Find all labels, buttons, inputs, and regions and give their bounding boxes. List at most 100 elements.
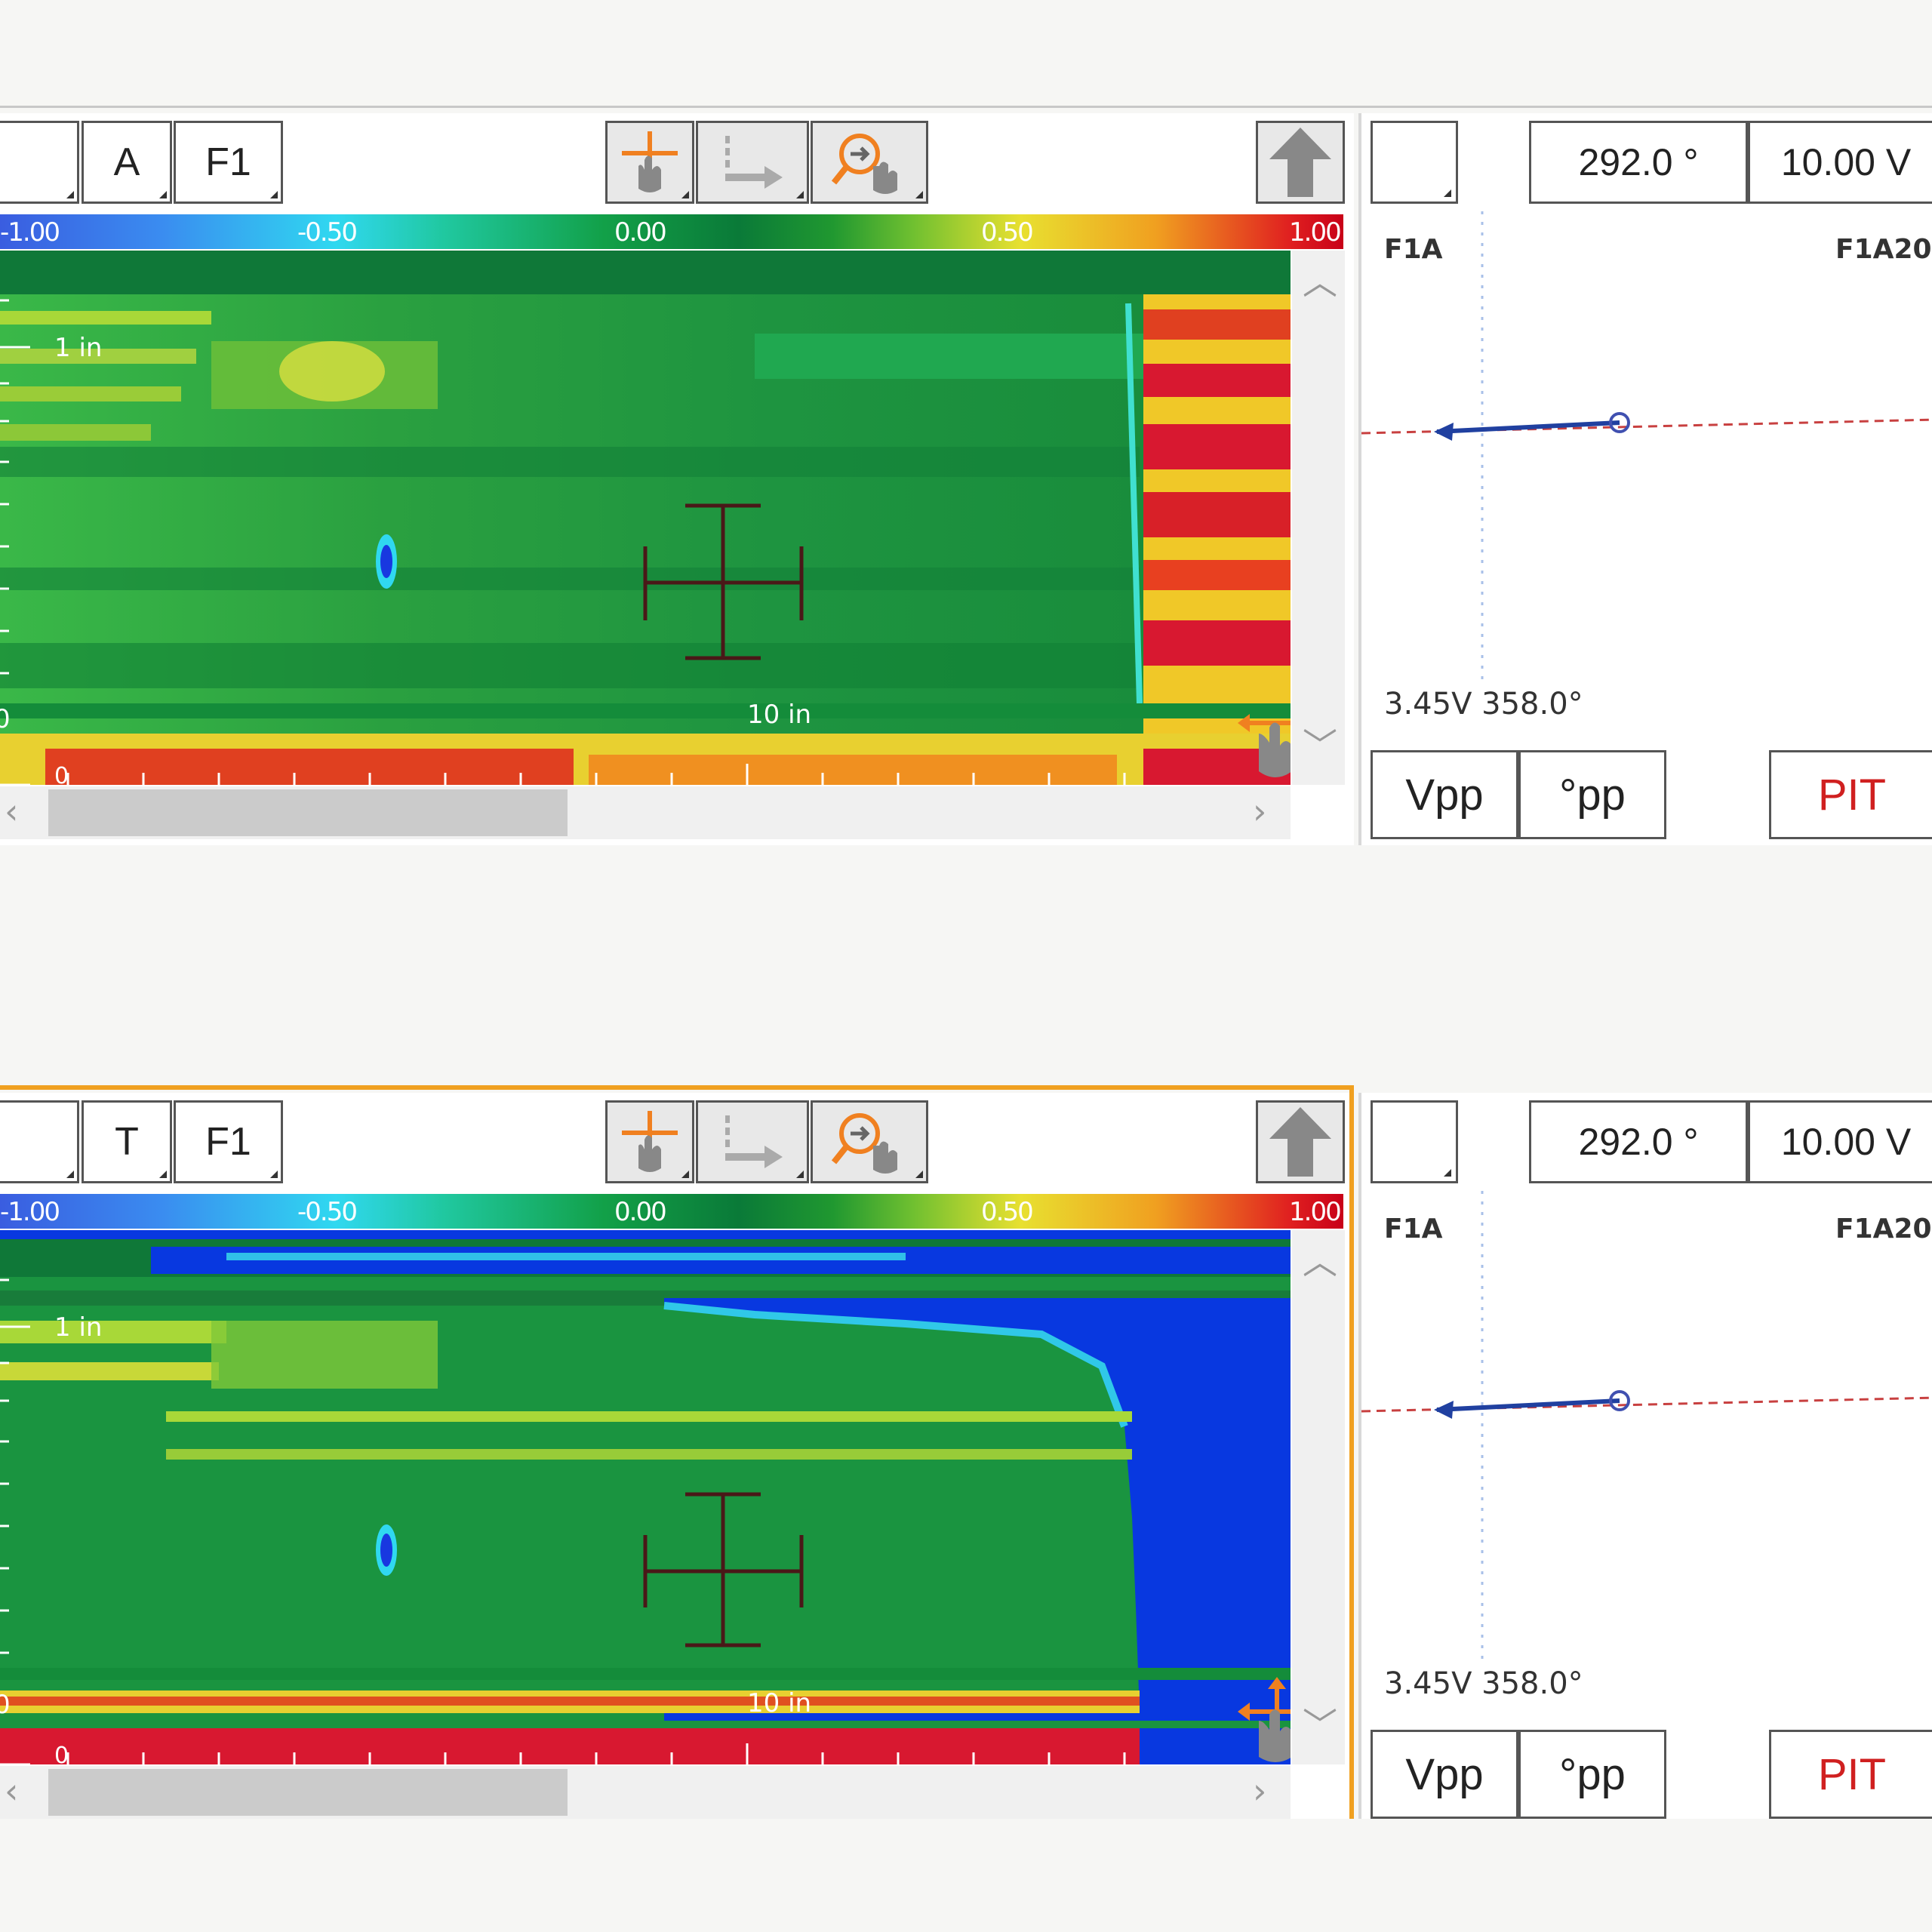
chevron-up-icon[interactable]: ︿ [1303, 262, 1337, 303]
frequency-label: F1 [205, 140, 251, 184]
measurement-readout: 3.45V 358.0° [1384, 1666, 1583, 1701]
chevron-down-icon[interactable]: ﹀ [1303, 725, 1337, 766]
rotation-label: 292.0 ° [1578, 141, 1699, 183]
span-dropdown[interactable]: 10.00 V [1748, 121, 1932, 204]
resize-cursor-icon[interactable] [1238, 1677, 1291, 1762]
lissajous-view: 292.0 ° 10.00 V F1A F1A20 3.45V 358.0° V… [1358, 1093, 1932, 1819]
zoom-tool-button[interactable] [811, 121, 928, 204]
color-scale-bar: -1.00 -0.50 0.00 0.50 1.00 [0, 214, 1343, 249]
channel-label: F1A [1384, 1214, 1443, 1244]
cscan-plot[interactable]: 1 in 10 in 0 0 [0, 251, 1291, 785]
axis-length-label: 10 in [747, 700, 811, 730]
chevron-down-icon[interactable]: ﹀ [1303, 1705, 1337, 1746]
vpp-button[interactable]: Vpp [1371, 750, 1518, 839]
axis-arrow-icon [725, 1115, 783, 1168]
channel-mode-dropdown[interactable]: A [82, 121, 172, 204]
frequency-dropdown[interactable]: F1 [174, 121, 283, 204]
lissajous-image [1361, 211, 1932, 679]
pan-cursor-icon [622, 1111, 678, 1172]
channel-mode-dropdown[interactable]: T [82, 1100, 172, 1183]
frequency-dropdown[interactable]: F1 [174, 1100, 283, 1183]
cscan-view: A F1 -1.00 -0 [0, 113, 1354, 845]
up-arrow-icon [1269, 1107, 1331, 1177]
horizontal-scrollbar[interactable]: ‹ › [0, 786, 1291, 839]
scale-tick: -0.50 [297, 217, 358, 248]
depth-label: 1 in [54, 333, 102, 363]
scale-tick: 0.00 [614, 217, 667, 248]
channel-mode-label: A [113, 140, 140, 184]
axis-arrow-icon [725, 136, 783, 189]
channel-label: F1A [1384, 234, 1443, 265]
axis-tool-button[interactable] [696, 121, 809, 204]
scale-tick: -1.00 [0, 1197, 60, 1227]
channel-mode-label: T [115, 1120, 139, 1164]
span-label: 10.00 V [1780, 1121, 1912, 1163]
column-tick-label: 0 [54, 1743, 69, 1764]
panel-top: A F1 -1.00 -0 [0, 106, 1932, 845]
pit-button[interactable]: PIT [1769, 750, 1932, 839]
cscan-view: T F1 -1.00 -0 [0, 1093, 1354, 1819]
frequency-label: F1 [205, 1120, 251, 1164]
channel-alt-label: F1A20 [1835, 234, 1932, 265]
cscan-image: 1 in 10 in 0 0 [0, 1230, 1291, 1764]
blank-dropdown[interactable] [0, 121, 79, 204]
span-dropdown[interactable]: 10.00 V [1748, 1100, 1932, 1183]
up-button[interactable] [1256, 1100, 1345, 1183]
zoom-cursor-icon [831, 134, 897, 194]
chevron-left-icon[interactable]: ‹ [5, 791, 19, 832]
selected-panel-border [1349, 1085, 1354, 1819]
scale-tick: -1.00 [0, 217, 60, 248]
up-button[interactable] [1256, 121, 1345, 204]
chevron-left-icon[interactable]: ‹ [5, 1770, 19, 1811]
rotation-dropdown[interactable]: 292.0 ° [1529, 121, 1748, 204]
vertical-scrollbar[interactable]: ︿ ﹀ [1292, 251, 1345, 785]
lissajous-plot[interactable] [1361, 211, 1932, 740]
up-arrow-icon [1269, 128, 1331, 197]
chevron-up-icon[interactable]: ︿ [1303, 1241, 1337, 1282]
zoom-tool-button[interactable] [811, 1100, 928, 1183]
axis-tool-button[interactable] [696, 1100, 809, 1183]
lissajous-view: 292.0 ° 10.00 V F1A F1A20 3.45V 358.0° V… [1358, 113, 1932, 845]
phase-pp-label: °pp [1559, 770, 1626, 820]
pan-tool-button[interactable] [605, 1100, 694, 1183]
scale-tick: 0.50 [981, 1197, 1034, 1227]
rotation-label: 292.0 ° [1578, 1121, 1699, 1163]
channel-alt-label: F1A20 [1835, 1214, 1932, 1244]
horizontal-scrollbar[interactable]: ‹ › [0, 1766, 1291, 1819]
pan-tool-button[interactable] [605, 121, 694, 204]
chevron-right-icon[interactable]: › [1253, 791, 1267, 832]
scale-tick: 1.00 [1289, 217, 1342, 248]
pit-button[interactable]: PIT [1769, 1730, 1932, 1819]
scale-tick: 0.50 [981, 217, 1034, 248]
scale-tick: 1.00 [1289, 1197, 1342, 1227]
cscan-image: 1 in 10 in 0 0 [0, 251, 1291, 785]
chevron-right-icon[interactable]: › [1253, 1770, 1267, 1811]
blank-dropdown[interactable] [1371, 121, 1458, 204]
resize-cursor-icon[interactable] [1238, 714, 1291, 777]
phase-pp-button[interactable]: °pp [1518, 750, 1666, 839]
vpp-button[interactable]: Vpp [1371, 1730, 1518, 1819]
pan-cursor-icon [622, 131, 678, 192]
vpp-label: Vpp [1405, 770, 1484, 820]
span-label: 10.00 V [1780, 141, 1912, 183]
vertical-scrollbar[interactable]: ︿ ﹀ [1292, 1230, 1345, 1764]
zoom-cursor-icon [831, 1113, 897, 1174]
lissajous-plot[interactable] [1361, 1191, 1932, 1719]
rotation-dropdown[interactable]: 292.0 ° [1529, 1100, 1748, 1183]
column-tick-label: 0 [54, 763, 69, 785]
blank-dropdown[interactable] [0, 1100, 79, 1183]
phase-pp-button[interactable]: °pp [1518, 1730, 1666, 1819]
vpp-label: Vpp [1405, 1749, 1484, 1799]
scroll-thumb[interactable] [48, 1769, 568, 1816]
axis-length-label: 10 in [747, 1688, 811, 1718]
blank-dropdown[interactable] [1371, 1100, 1458, 1183]
scale-tick: -0.50 [297, 1197, 358, 1227]
pit-label: PIT [1817, 1749, 1887, 1799]
scroll-thumb[interactable] [48, 789, 568, 836]
cscan-plot[interactable]: 1 in 10 in 0 0 [0, 1230, 1291, 1764]
scale-tick: 0.00 [614, 1197, 667, 1227]
measurement-readout: 3.45V 358.0° [1384, 687, 1583, 721]
selected-panel-border [0, 1085, 1354, 1090]
panel-bottom: T F1 -1.00 -0 [0, 1085, 1932, 1819]
row-tick-label: 0 [0, 1690, 11, 1720]
